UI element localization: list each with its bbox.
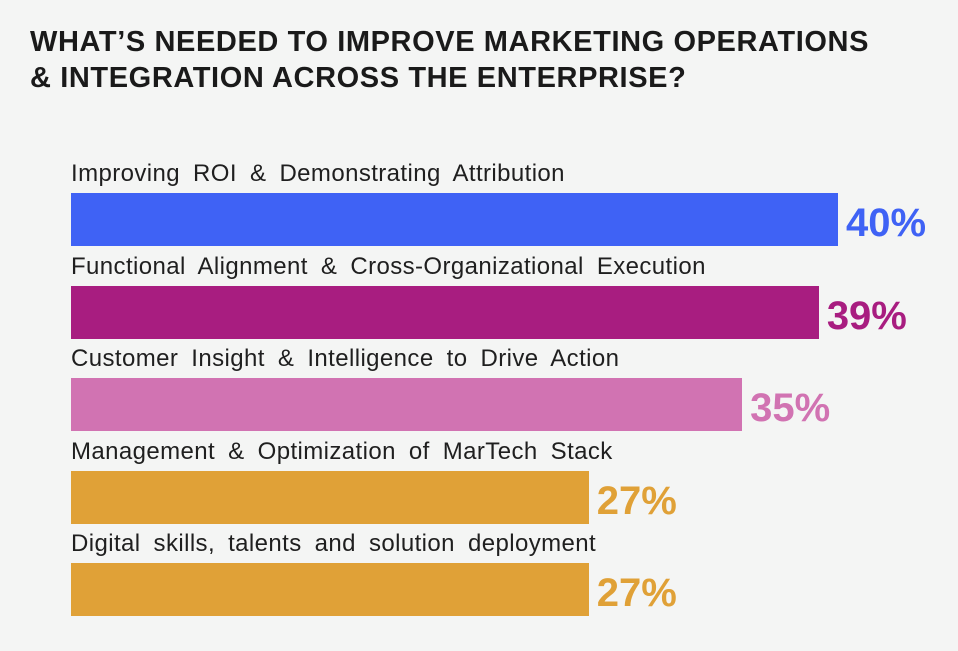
chart-title-line-2: & INTEGRATION ACROSS THE ENTERPRISE? bbox=[30, 62, 687, 94]
bar bbox=[71, 193, 838, 246]
bar-value-label: 27% bbox=[596, 571, 677, 615]
bar-label: Improving ROI & Demonstrating Attributio… bbox=[71, 160, 565, 187]
chart-title-line-1: WHAT’S NEEDED TO IMPROVE MARKETING OPERA… bbox=[30, 26, 870, 58]
bar-value-label: 40% bbox=[846, 201, 927, 245]
bar bbox=[71, 470, 589, 524]
chart-title: WHAT’S NEEDED TO IMPROVE MARKETING OPERA… bbox=[30, 24, 930, 96]
bar-label: Functional Alignment & Cross-Organizatio… bbox=[71, 252, 706, 280]
bar bbox=[71, 378, 743, 431]
bar-label: Management & Optimization of MarTech Sta… bbox=[71, 437, 613, 465]
bar bbox=[71, 563, 589, 616]
bar-value-label: 39% bbox=[826, 293, 907, 338]
bar-label: Digital skills, talents and solution dep… bbox=[71, 530, 597, 557]
bar bbox=[71, 285, 819, 339]
bar-value-label: 35% bbox=[750, 386, 831, 430]
bar-value-label: 27% bbox=[596, 478, 677, 523]
bar-label: Customer Insight & Intelligence to Drive… bbox=[71, 345, 620, 372]
